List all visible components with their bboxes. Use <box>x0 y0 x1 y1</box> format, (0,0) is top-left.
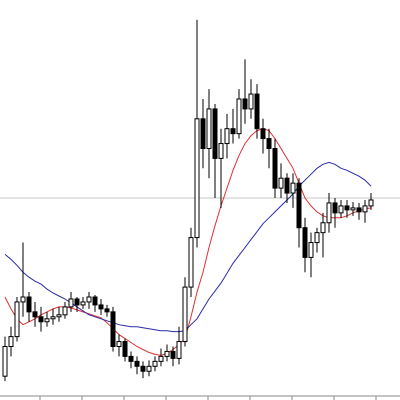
candle-body <box>224 128 230 145</box>
x-ticks <box>39 396 377 400</box>
candle-body <box>302 227 308 258</box>
moving-average <box>4 161 372 333</box>
candle-body <box>146 365 152 372</box>
candle-body <box>314 232 320 244</box>
candle-body <box>44 318 50 323</box>
candle-body <box>248 93 254 110</box>
candle-body <box>26 296 32 313</box>
candle-body <box>356 207 362 213</box>
candle-body <box>296 182 302 229</box>
candle-body <box>158 355 164 362</box>
candle-body <box>332 202 338 214</box>
candle-body <box>140 365 146 372</box>
candle-body <box>362 205 368 213</box>
candle-body <box>98 304 104 310</box>
candle-body <box>74 298 80 306</box>
candle-body <box>116 341 122 347</box>
candle-body <box>176 341 182 359</box>
candle-body <box>188 237 194 288</box>
candle-body <box>212 108 218 159</box>
candle-body <box>350 207 356 211</box>
candle-body <box>242 98 248 110</box>
candle-body <box>278 177 284 189</box>
candle-body <box>368 199 374 207</box>
candle-body <box>272 148 278 189</box>
candle-body <box>14 301 20 338</box>
candle-body <box>8 336 14 348</box>
candle-body <box>218 143 224 159</box>
candle-body <box>206 108 212 149</box>
candle-body <box>134 360 140 367</box>
candle-body <box>68 298 74 308</box>
candle-body <box>128 355 134 362</box>
candle-body <box>230 128 236 135</box>
candle-body <box>170 350 176 359</box>
candle-body <box>290 182 296 194</box>
candle-body <box>320 222 326 234</box>
candle-body <box>308 242 314 258</box>
candle-body <box>56 314 62 318</box>
candle-body <box>2 346 8 377</box>
candle-body <box>254 93 260 130</box>
candle-body <box>122 341 128 357</box>
candle-body <box>86 296 92 303</box>
candle-body <box>236 98 242 135</box>
candle-body <box>344 205 350 211</box>
candle-body <box>182 286 188 343</box>
candle-body <box>266 138 272 150</box>
candle-body <box>80 301 86 306</box>
candle-body <box>104 308 110 313</box>
candle-body <box>260 128 266 140</box>
candle-body <box>62 306 68 316</box>
candle-body <box>38 316 44 323</box>
candle-body <box>32 311 38 318</box>
candle-body <box>20 296 26 303</box>
candle-body <box>152 360 158 367</box>
candle-body <box>194 118 200 239</box>
candle-body <box>164 350 170 357</box>
candle-body <box>200 118 206 150</box>
candle-body <box>92 296 98 306</box>
candle-body <box>326 202 332 224</box>
candle-body <box>338 205 344 214</box>
candle-body <box>50 316 56 320</box>
candle-body <box>284 177 290 194</box>
candle-body <box>110 311 116 348</box>
